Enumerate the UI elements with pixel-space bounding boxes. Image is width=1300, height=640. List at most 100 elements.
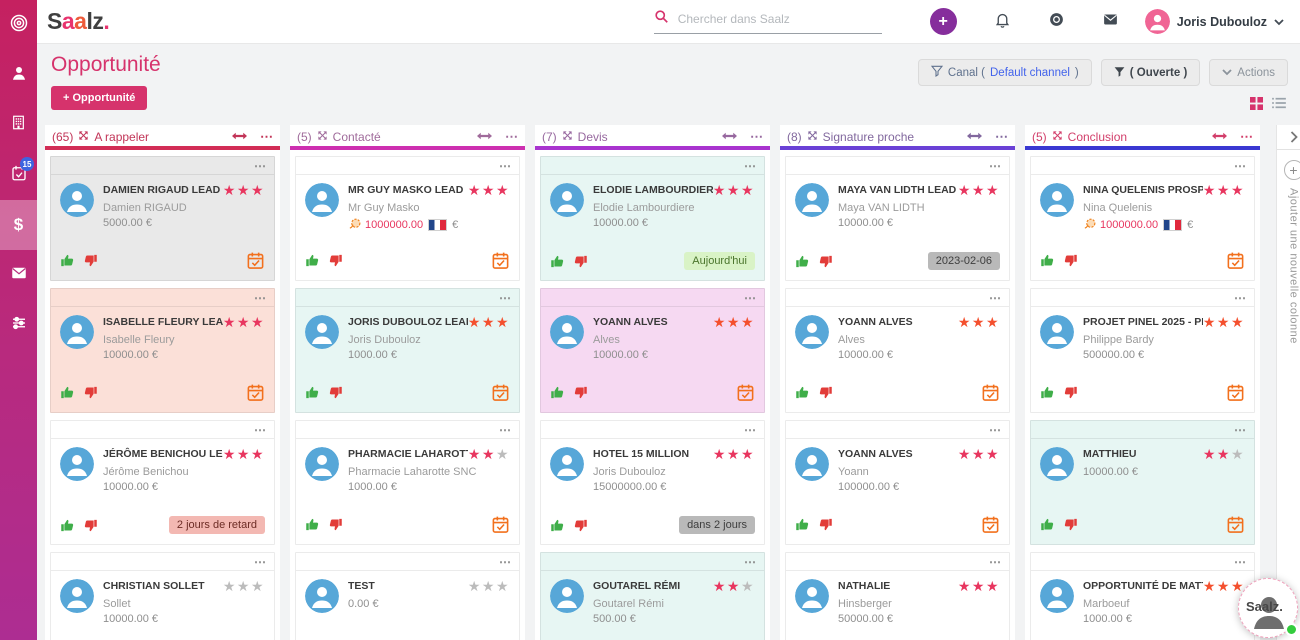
list-view-toggle[interactable] (1272, 97, 1286, 110)
star-icon[interactable]: ★ (740, 182, 755, 198)
star-icon[interactable]: ★ (481, 446, 496, 462)
card-menu-ellipsis[interactable]: ⋯ (254, 422, 266, 437)
card-menu-ellipsis[interactable]: ⋯ (499, 422, 511, 437)
sidebar-item-settings[interactable] (0, 300, 37, 350)
opportunity-card[interactable]: ⋯ MR GUY MASKO LEAD ★★★ Mr Guy Masko 1000000… (295, 156, 520, 281)
star-icon[interactable]: ★ (726, 446, 741, 462)
opportunity-card[interactable]: ⋯ DAMIEN RIGAUD LEAD ★★★ Damien RIGAUD 5000.… (50, 156, 275, 281)
thumb-down-icon[interactable] (1063, 253, 1078, 268)
star-rating[interactable]: ★★★ (1203, 579, 1245, 593)
star-icon[interactable]: ★ (222, 182, 237, 198)
star-icon[interactable]: ★ (712, 446, 727, 462)
star-rating[interactable]: ★★★ (223, 579, 265, 593)
thumb-down-icon[interactable] (818, 254, 833, 269)
star-icon[interactable]: ★ (1202, 578, 1217, 594)
opportunity-card[interactable]: ⋯ JORIS DUBOULOZ LEAD ★★★ Joris Dubouloz 100… (295, 288, 520, 413)
move-column-icon[interactable] (317, 130, 328, 144)
thumb-up-icon[interactable] (60, 253, 75, 268)
star-icon[interactable]: ★ (1230, 578, 1245, 594)
star-icon[interactable]: ★ (726, 578, 741, 594)
resize-column-icon[interactable] (232, 130, 247, 144)
star-rating[interactable]: ★★★ (468, 447, 510, 461)
calendar-check-icon[interactable] (491, 383, 510, 402)
star-icon[interactable]: ★ (250, 446, 265, 462)
star-icon[interactable]: ★ (1216, 578, 1231, 594)
move-column-icon[interactable] (78, 130, 89, 144)
thumb-down-icon[interactable] (573, 385, 588, 400)
star-icon[interactable]: ★ (481, 578, 496, 594)
star-icon[interactable]: ★ (971, 446, 986, 462)
card-menu-ellipsis[interactable]: ⋯ (254, 554, 266, 569)
star-rating[interactable]: ★★★ (958, 183, 1000, 197)
card-menu-ellipsis[interactable]: ⋯ (989, 158, 1001, 173)
collapse-rail-button[interactable] (1277, 125, 1300, 150)
notifications-button[interactable] (994, 11, 1011, 33)
opportunity-card[interactable]: ⋯NINA QUELENIS PROSPECT★★★Nina Quelenis1… (1030, 156, 1255, 281)
star-icon[interactable]: ★ (467, 182, 482, 198)
star-icon[interactable]: ★ (957, 446, 972, 462)
star-icon[interactable]: ★ (222, 314, 237, 330)
opportunity-card[interactable]: ⋯ YOANN ALVES ★★★ Alves 10000.00 € (540, 288, 765, 413)
star-rating[interactable]: ★★★ (1203, 315, 1245, 329)
star-icon[interactable]: ★ (467, 314, 482, 330)
star-icon[interactable]: ★ (971, 314, 986, 330)
opportunity-card[interactable]: ⋯JÉRÔME BENICHOU LEAD★★★Jérôme Benichou1… (50, 420, 275, 545)
support-chat-widget[interactable]: Saalz. (1238, 578, 1298, 638)
opportunity-card[interactable]: ⋯ MATTHIEU ★★★ 10000.00 € (1030, 420, 1255, 545)
star-icon[interactable]: ★ (250, 314, 265, 330)
thumb-up-icon[interactable] (1040, 253, 1055, 268)
sidebar-item-dashboard[interactable] (0, 0, 37, 50)
resize-column-icon[interactable] (967, 130, 982, 144)
star-icon[interactable]: ★ (1216, 182, 1231, 198)
opportunity-card[interactable]: ⋯ELODIE LAMBOURDIERE PROSPECT★★★Elodie L… (540, 156, 765, 281)
thumb-down-icon[interactable] (818, 517, 833, 532)
opportunity-card[interactable]: ⋯ ISABELLE FLEURY LEAD ★★★ Isabelle Fleury 1… (50, 288, 275, 413)
thumb-up-icon[interactable] (795, 254, 810, 269)
star-icon[interactable]: ★ (250, 578, 265, 594)
resize-column-icon[interactable] (477, 130, 492, 144)
sidebar-item-tasks[interactable]: 15 (0, 150, 37, 200)
star-icon[interactable]: ★ (236, 314, 251, 330)
star-icon[interactable]: ★ (222, 446, 237, 462)
calendar-check-icon[interactable] (981, 383, 1000, 402)
thumb-up-icon[interactable] (1040, 385, 1055, 400)
thumb-up-icon[interactable] (550, 518, 565, 533)
card-menu-ellipsis[interactable]: ⋯ (1234, 422, 1246, 437)
calendar-check-icon[interactable] (1226, 383, 1245, 402)
opportunity-card[interactable]: ⋯OPPORTUNITÉ DE MATTHIEU★★★Marboeuf1000.… (1030, 552, 1255, 640)
thumb-down-icon[interactable] (573, 518, 588, 533)
calendar-check-icon[interactable] (1226, 251, 1245, 270)
calendar-check-icon[interactable] (491, 251, 510, 270)
star-icon[interactable]: ★ (1202, 182, 1217, 198)
thumb-up-icon[interactable] (550, 385, 565, 400)
column-menu-ellipsis[interactable]: ⋯ (260, 129, 273, 144)
star-rating[interactable]: ★★★ (958, 579, 1000, 593)
thumb-up-icon[interactable] (305, 517, 320, 532)
star-rating[interactable]: ★★★ (713, 447, 755, 461)
thumb-up-icon[interactable] (60, 385, 75, 400)
sidebar-item-companies[interactable] (0, 100, 37, 150)
star-icon[interactable]: ★ (712, 578, 727, 594)
opportunity-card[interactable]: ⋯ NATHALIE ★★★ Hinsberger 50000.00 € (785, 552, 1010, 640)
star-icon[interactable]: ★ (250, 182, 265, 198)
star-icon[interactable]: ★ (740, 578, 755, 594)
star-rating[interactable]: ★★★ (223, 315, 265, 329)
calendar-check-icon[interactable] (246, 251, 265, 270)
thumb-down-icon[interactable] (1063, 385, 1078, 400)
card-menu-ellipsis[interactable]: ⋯ (499, 554, 511, 569)
star-icon[interactable]: ★ (971, 182, 986, 198)
opportunity-card[interactable]: ⋯ TEST ★★★ 0.00 € (295, 552, 520, 640)
opportunity-card[interactable]: ⋯ GOUTAREL RÉMI ★★★ Goutarel Rémi 500.00 € (540, 552, 765, 640)
opportunity-card[interactable]: ⋯PROJET PINEL 2025 - PHILIPPE BARDY★★★Ph… (1030, 288, 1255, 413)
sidebar-item-mail[interactable] (0, 250, 37, 300)
star-icon[interactable]: ★ (957, 314, 972, 330)
star-icon[interactable]: ★ (495, 578, 510, 594)
move-column-icon[interactable] (1052, 130, 1063, 144)
star-icon[interactable]: ★ (1216, 446, 1231, 462)
status-filter-button[interactable]: ( Ouverte ) (1100, 59, 1201, 86)
thumb-up-icon[interactable] (1040, 517, 1055, 532)
opportunity-card[interactable]: ⋯ YOANN ALVES ★★★ Alves 10000.00 € (785, 288, 1010, 413)
star-icon[interactable]: ★ (957, 578, 972, 594)
star-icon[interactable]: ★ (481, 314, 496, 330)
thumb-down-icon[interactable] (83, 518, 98, 533)
